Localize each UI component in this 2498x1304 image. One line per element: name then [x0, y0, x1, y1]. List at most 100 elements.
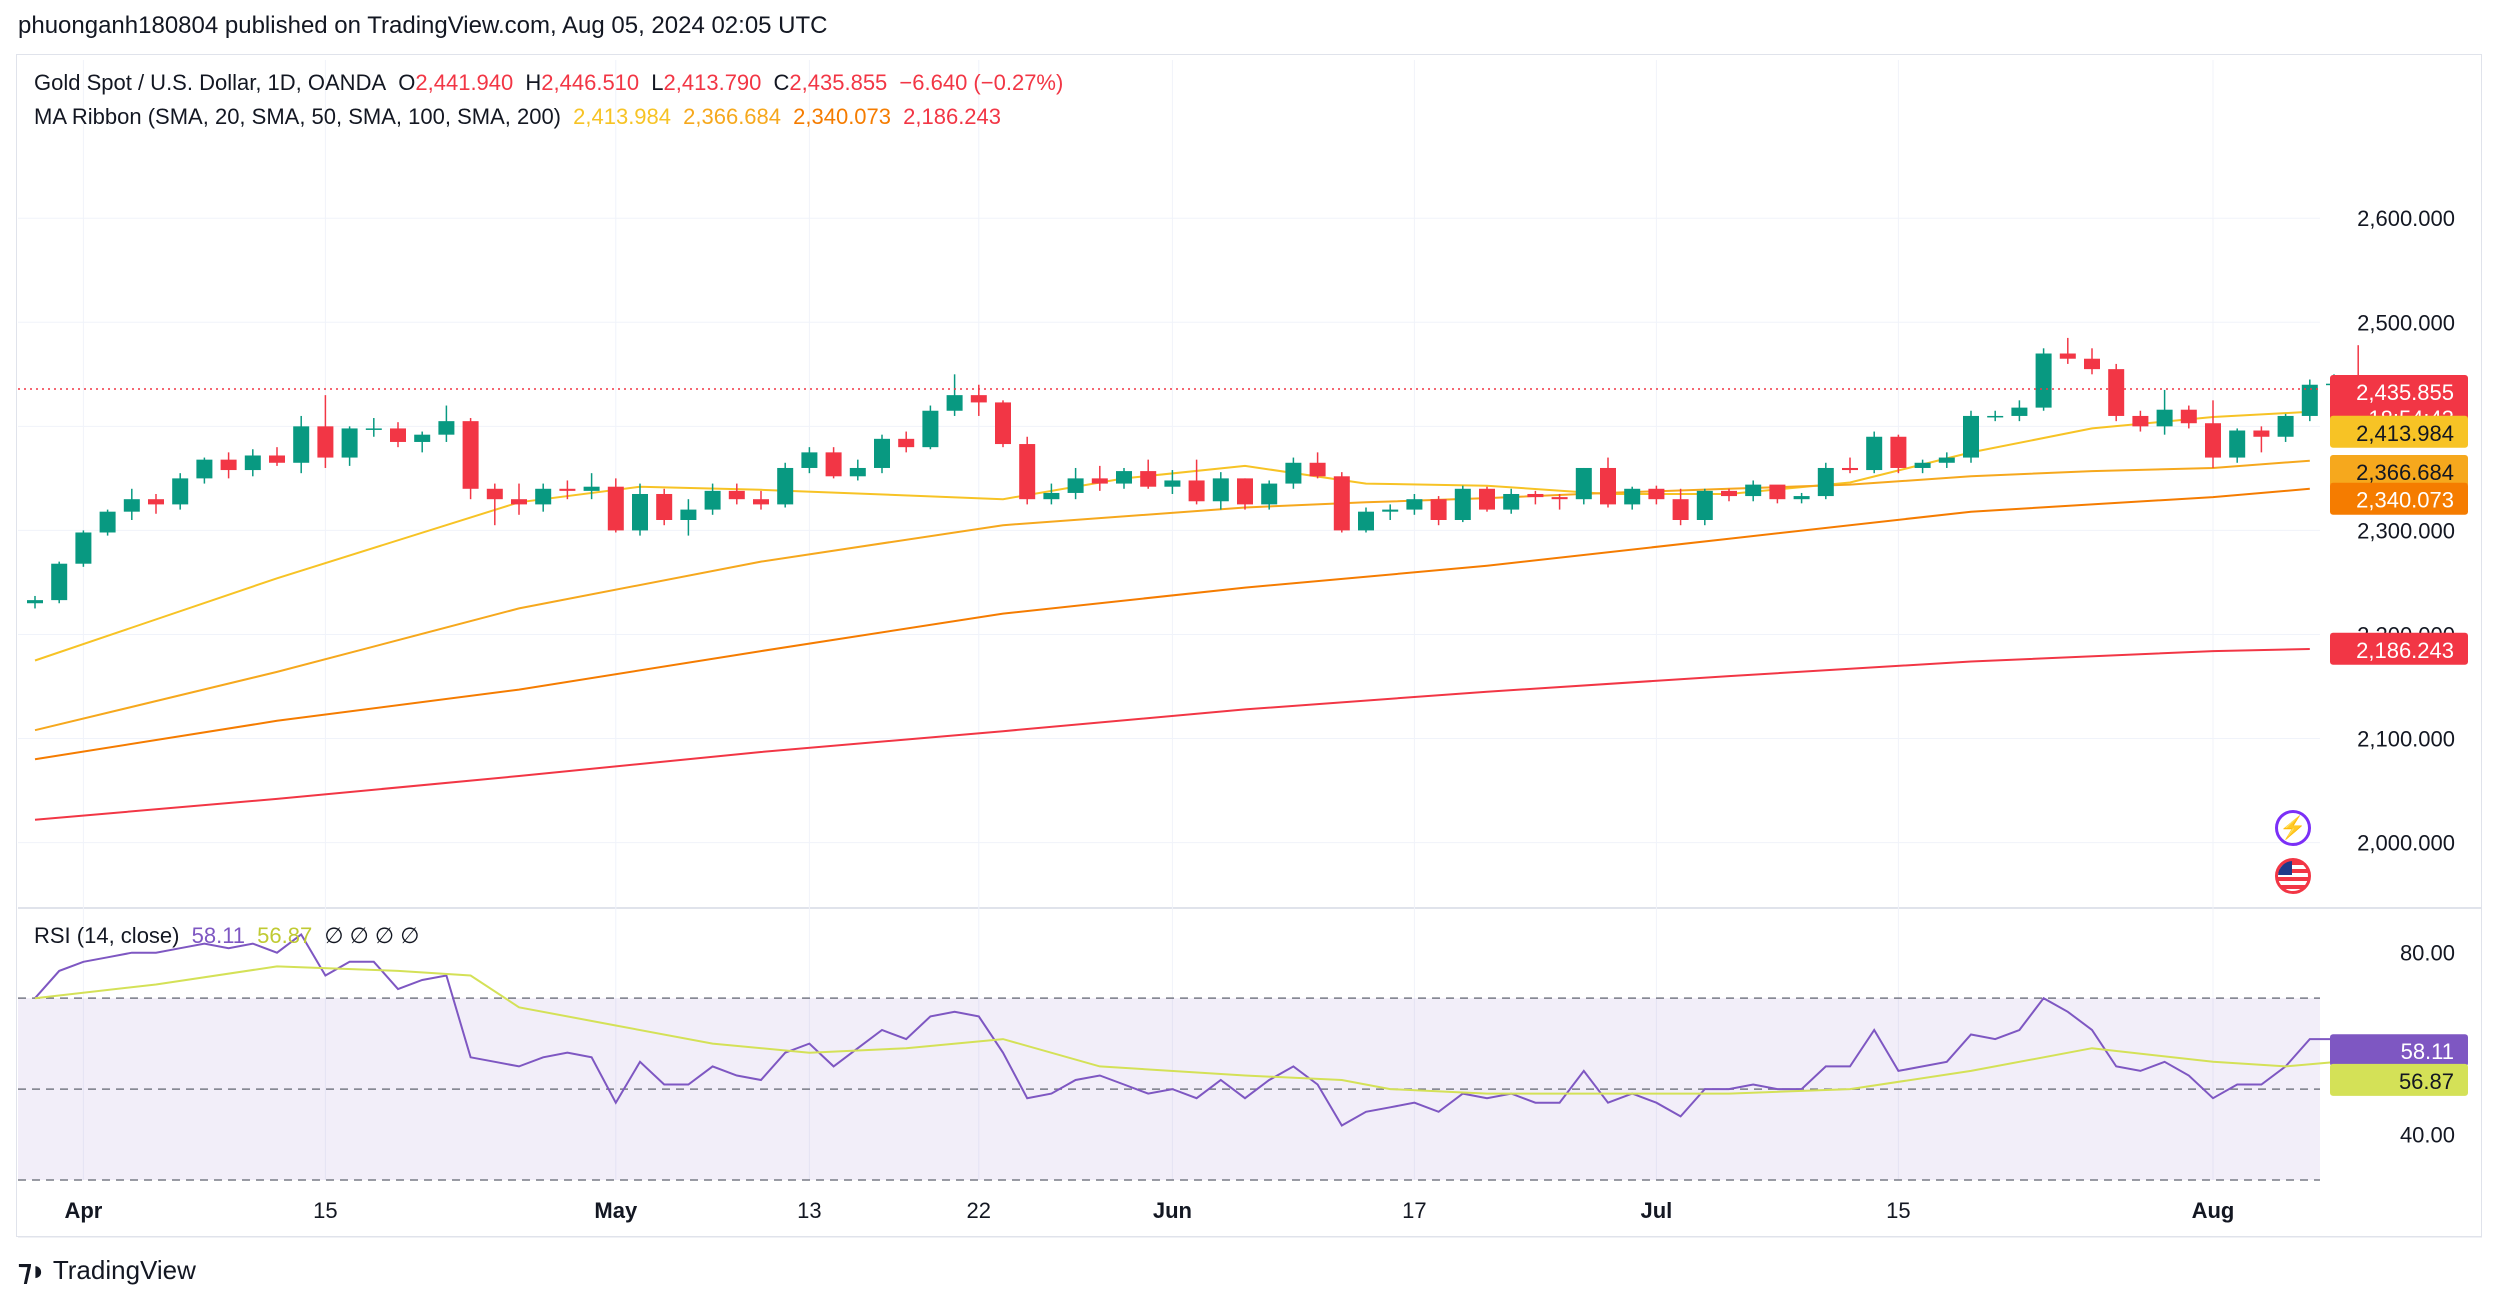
price-tick-label: 2,300.000 [2357, 518, 2455, 543]
candle-body [341, 428, 358, 458]
price-tick-label: 2,100.000 [2357, 727, 2455, 752]
candle-body [583, 486, 600, 491]
candle-body [1285, 462, 1302, 484]
candle-body [1406, 499, 1423, 510]
candle-body [1212, 478, 1229, 502]
high-value: 2,446.510 [541, 70, 640, 95]
candle-body [1624, 488, 1641, 505]
candle-body [148, 499, 164, 505]
ma-line-sma200 [34, 648, 2310, 821]
price-tick-label: 2,600.000 [2357, 206, 2455, 231]
time-tick-label: May [594, 1198, 638, 1223]
candle-body [632, 493, 648, 531]
candle-body [293, 426, 310, 463]
rsi-ma-badge-text: 56.87 [2399, 1069, 2454, 1094]
candle-body [390, 428, 406, 442]
candle-body [1648, 488, 1665, 500]
rsi-ma-badge [2330, 1063, 2468, 1096]
candle-body [922, 410, 939, 448]
candle-body [1793, 496, 1810, 500]
rsi-value: 58.11 [191, 923, 246, 948]
candle-body [2253, 430, 2270, 437]
ma-label: MA Ribbon (SMA, 20, SMA, 50, SMA, 100, S… [34, 104, 562, 129]
candle-body [1140, 471, 1157, 487]
candle-body [317, 426, 334, 458]
candle-body [414, 434, 431, 442]
time-tick-label: Apr [64, 1198, 102, 1223]
candle-body [1430, 499, 1447, 520]
ma200-value: 2,186.243 [903, 104, 1002, 129]
candle-body [2059, 353, 2076, 359]
candle-body [1745, 484, 1762, 497]
candle-body [1600, 467, 1616, 505]
candle-body [656, 493, 673, 520]
last-price-badge-text: 2,435.855 [2356, 380, 2454, 405]
candle-body [486, 488, 503, 500]
candle-body [1503, 493, 1520, 510]
candle-body [99, 511, 116, 533]
ma200-badge-text: 2,186.243 [2356, 638, 2454, 663]
candle-body [172, 478, 189, 505]
candle-body [1914, 462, 1931, 468]
time-tick-label: Jun [1153, 1198, 1192, 1223]
candle-body [51, 563, 68, 601]
rsi-ma-line [34, 965, 2383, 1095]
ma50-badge-text: 2,366.684 [2356, 460, 2454, 485]
ma20-value: 2,413.984 [573, 104, 672, 129]
candle-body [704, 490, 721, 510]
candle-body [2108, 369, 2125, 416]
candle-body [1963, 415, 1979, 458]
ma-line-sma100 [34, 487, 2310, 761]
candle-body [1116, 471, 1132, 484]
candle-body [1527, 493, 1544, 498]
candle-body [1454, 488, 1471, 520]
candle-body [1866, 436, 1883, 471]
candle-body [511, 499, 527, 505]
low-value: 2,413.790 [663, 70, 762, 95]
candle-body [269, 455, 285, 463]
candle-body [1333, 476, 1350, 531]
candle-body [1358, 511, 1374, 531]
candle-body [1237, 478, 1253, 505]
candle-body [728, 490, 745, 500]
candle-body [1188, 480, 1205, 502]
time-tick-label: Aug [2192, 1198, 2235, 1223]
us-flag-icon[interactable] [2275, 858, 2311, 894]
close-value: 2,435.855 [789, 70, 888, 95]
candle-body [2084, 358, 2100, 370]
candle-body [1987, 415, 2004, 418]
candle-body [1382, 509, 1399, 512]
symbol-legend: Gold Spot / U.S. Dollar, 1D, OANDA O2,44… [34, 70, 1069, 96]
candle-body [898, 438, 915, 448]
candle-body [607, 486, 624, 531]
candle-body [1938, 457, 1955, 463]
rsi-line [34, 933, 2383, 1127]
candle-body [849, 467, 866, 477]
low-label: L [651, 70, 664, 95]
ma-legend: MA Ribbon (SMA, 20, SMA, 50, SMA, 100, S… [34, 104, 1007, 130]
candle-body [1769, 484, 1786, 500]
footer-brand[interactable]: ⁊◗ TradingView [18, 1254, 196, 1287]
candle-body [1842, 467, 1858, 471]
ma100-badge-text: 2,340.073 [2356, 488, 2454, 513]
ma20-badge-text: 2,413.984 [2356, 421, 2454, 446]
ma20-badge [2330, 415, 2468, 448]
candle-body [1890, 436, 1907, 468]
ma-line-sma20 [34, 410, 2310, 662]
lightning-icon[interactable]: ⚡ [2275, 810, 2311, 846]
time-tick-label: 15 [1886, 1198, 1910, 1223]
candle-body [27, 600, 43, 604]
change-value: −6.640 (−0.27%) [899, 70, 1064, 95]
rsi-ma-value: 56.87 [257, 923, 313, 948]
symbol-title: Gold Spot / U.S. Dollar, 1D, OANDA [34, 70, 387, 95]
candle-body [2011, 407, 2028, 416]
candle-body [801, 452, 818, 468]
candle-body [75, 532, 92, 564]
candle-body [2205, 423, 2221, 458]
time-tick-label: Jul [1641, 1198, 1673, 1223]
candle-body [220, 459, 237, 471]
price-tick-label: 2,500.000 [2357, 310, 2455, 335]
ma50-badge [2330, 455, 2468, 488]
time-tick-label: 15 [313, 1198, 337, 1223]
